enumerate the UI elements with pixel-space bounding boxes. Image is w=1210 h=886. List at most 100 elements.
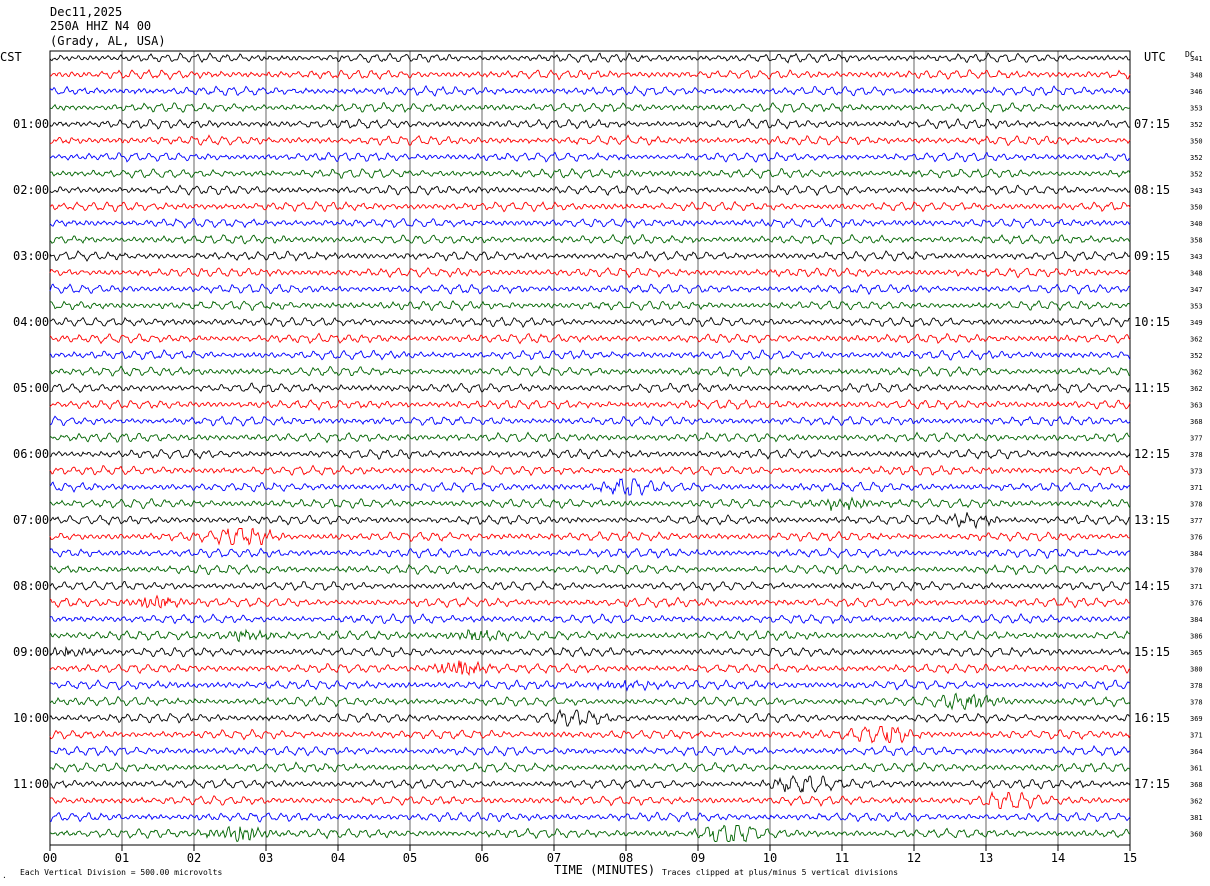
cst-hour-label: 11:00 — [13, 777, 49, 791]
trace-black — [49, 448, 1131, 460]
trace-red — [49, 660, 1131, 677]
dc-value-label: 353 — [1190, 303, 1203, 311]
trace-black — [49, 646, 1131, 658]
x-tick-label: 10 — [763, 851, 777, 865]
corner-mark: . — [2, 871, 7, 880]
trace-blue — [49, 349, 1131, 361]
dc-value-label: 349 — [1190, 319, 1203, 327]
x-tick-label: 14 — [1051, 851, 1065, 865]
dc-value-label: 362 — [1190, 336, 1203, 344]
trace-black — [49, 512, 1131, 530]
dc-value-label: 386 — [1190, 633, 1203, 641]
utc-hour-label: 12:15 — [1134, 447, 1170, 461]
cst-hour-label: 06:00 — [13, 447, 49, 461]
dc-value-label: 371 — [1190, 583, 1203, 591]
trace-red — [49, 527, 1131, 546]
trace-red — [49, 267, 1131, 279]
dc-value-label: 352 — [1190, 352, 1203, 360]
dc-offset-labels: 341 348 346 353 352 350 352 352 343 350 340 358 343 3… — [1190, 55, 1203, 839]
trace-red — [49, 398, 1131, 411]
utc-hour-label: 16:15 — [1134, 711, 1170, 725]
dc-value-label: 376 — [1190, 600, 1203, 608]
cst-hour-label: 05:00 — [13, 381, 49, 395]
trace-red — [49, 68, 1131, 81]
trace-blue — [49, 478, 1131, 497]
dc-value-label: 368 — [1190, 418, 1203, 426]
utc-hour-label: 09:15 — [1134, 249, 1170, 263]
trace-blue — [49, 613, 1131, 625]
cst-hour-labels: 01:00 02:00 03:00 04:00 05:00 06:00 07:00 08:00… — [13, 117, 49, 791]
dc-value-label: 378 — [1190, 682, 1203, 690]
dc-value-label: 348 — [1190, 270, 1203, 278]
trace-red — [49, 332, 1131, 345]
x-tick-label: 07 — [547, 851, 561, 865]
utc-hour-label: 14:15 — [1134, 579, 1170, 593]
trace-blue — [49, 811, 1131, 823]
x-tick-label: 08 — [619, 851, 633, 865]
dc-value-label: 384 — [1190, 550, 1203, 558]
trace-red — [49, 790, 1131, 810]
x-tick-label: 13 — [979, 851, 993, 865]
x-tick-label: 06 — [475, 851, 489, 865]
x-tick-label: 11 — [835, 851, 849, 865]
trace-black — [49, 316, 1131, 329]
utc-hour-label: 17:15 — [1134, 777, 1170, 791]
trace-blue — [49, 415, 1131, 427]
x-tick-label: 02 — [187, 851, 201, 865]
clip-note: Traces clipped at plus/minus 5 vertical … — [662, 868, 898, 877]
trace-black — [49, 580, 1131, 592]
trace-black — [49, 775, 1131, 793]
x-tick-label: 09 — [691, 851, 705, 865]
dc-value-label: 347 — [1190, 286, 1203, 294]
dc-value-label: 384 — [1190, 616, 1203, 624]
utc-hour-label: 11:15 — [1134, 381, 1170, 395]
dc-value-label: 341 — [1190, 55, 1203, 63]
header-date: Dec11,2025 — [50, 5, 122, 19]
trace-red — [49, 200, 1131, 213]
dc-value-label: 371 — [1190, 484, 1203, 492]
x-tick-label: 12 — [907, 851, 921, 865]
right-timezone-label: UTC — [1144, 50, 1166, 64]
dc-value-label: 365 — [1190, 649, 1203, 657]
dc-value-label: 346 — [1190, 88, 1203, 96]
trace-red — [49, 464, 1131, 477]
utc-hour-label: 07:15 — [1134, 117, 1170, 131]
dc-value-label: 352 — [1190, 121, 1203, 129]
dc-value-label: 378 — [1190, 451, 1203, 459]
cst-hour-label: 03:00 — [13, 249, 49, 263]
dc-value-label: 353 — [1190, 105, 1203, 113]
plot-frame — [49, 50, 1131, 846]
dc-value-label: 343 — [1190, 187, 1203, 195]
dc-value-label: 373 — [1190, 468, 1203, 476]
x-tick-label: 03 — [259, 851, 273, 865]
trace-green — [49, 692, 1131, 711]
cst-hour-label: 04:00 — [13, 315, 49, 329]
cst-hour-label: 01:00 — [13, 117, 49, 131]
trace-green — [49, 168, 1131, 179]
dc-label: DC — [1185, 50, 1195, 59]
trace-red — [49, 726, 1131, 744]
dc-value-label: 381 — [1190, 814, 1203, 822]
dc-value-label: 371 — [1190, 732, 1203, 740]
cst-hour-label: 09:00 — [13, 645, 49, 659]
cst-hour-label: 10:00 — [13, 711, 49, 725]
cst-hour-label: 02:00 — [13, 183, 49, 197]
trace-blue — [49, 85, 1131, 97]
header-station: 250A HHZ N4 00 — [50, 19, 151, 33]
dc-value-label: 378 — [1190, 501, 1203, 509]
utc-hour-label: 15:15 — [1134, 645, 1170, 659]
x-tick-label: 15 — [1123, 851, 1137, 865]
trace-red — [49, 594, 1131, 609]
trace-green — [49, 628, 1131, 643]
trace-blue — [49, 283, 1131, 296]
cst-hour-label: 08:00 — [13, 579, 49, 593]
x-axis-ticks: 00 01 02 03 04 05 06 07 08 09 10 11 12 13 14 15 — [43, 845, 1137, 865]
trace-green — [49, 365, 1131, 377]
dc-value-label: 343 — [1190, 253, 1203, 261]
dc-value-label: 352 — [1190, 154, 1203, 162]
dc-value-label: 350 — [1190, 204, 1203, 212]
trace-green — [49, 431, 1131, 444]
trace-green — [49, 761, 1131, 773]
dc-value-label: 377 — [1190, 435, 1203, 443]
trace-green — [49, 824, 1131, 843]
